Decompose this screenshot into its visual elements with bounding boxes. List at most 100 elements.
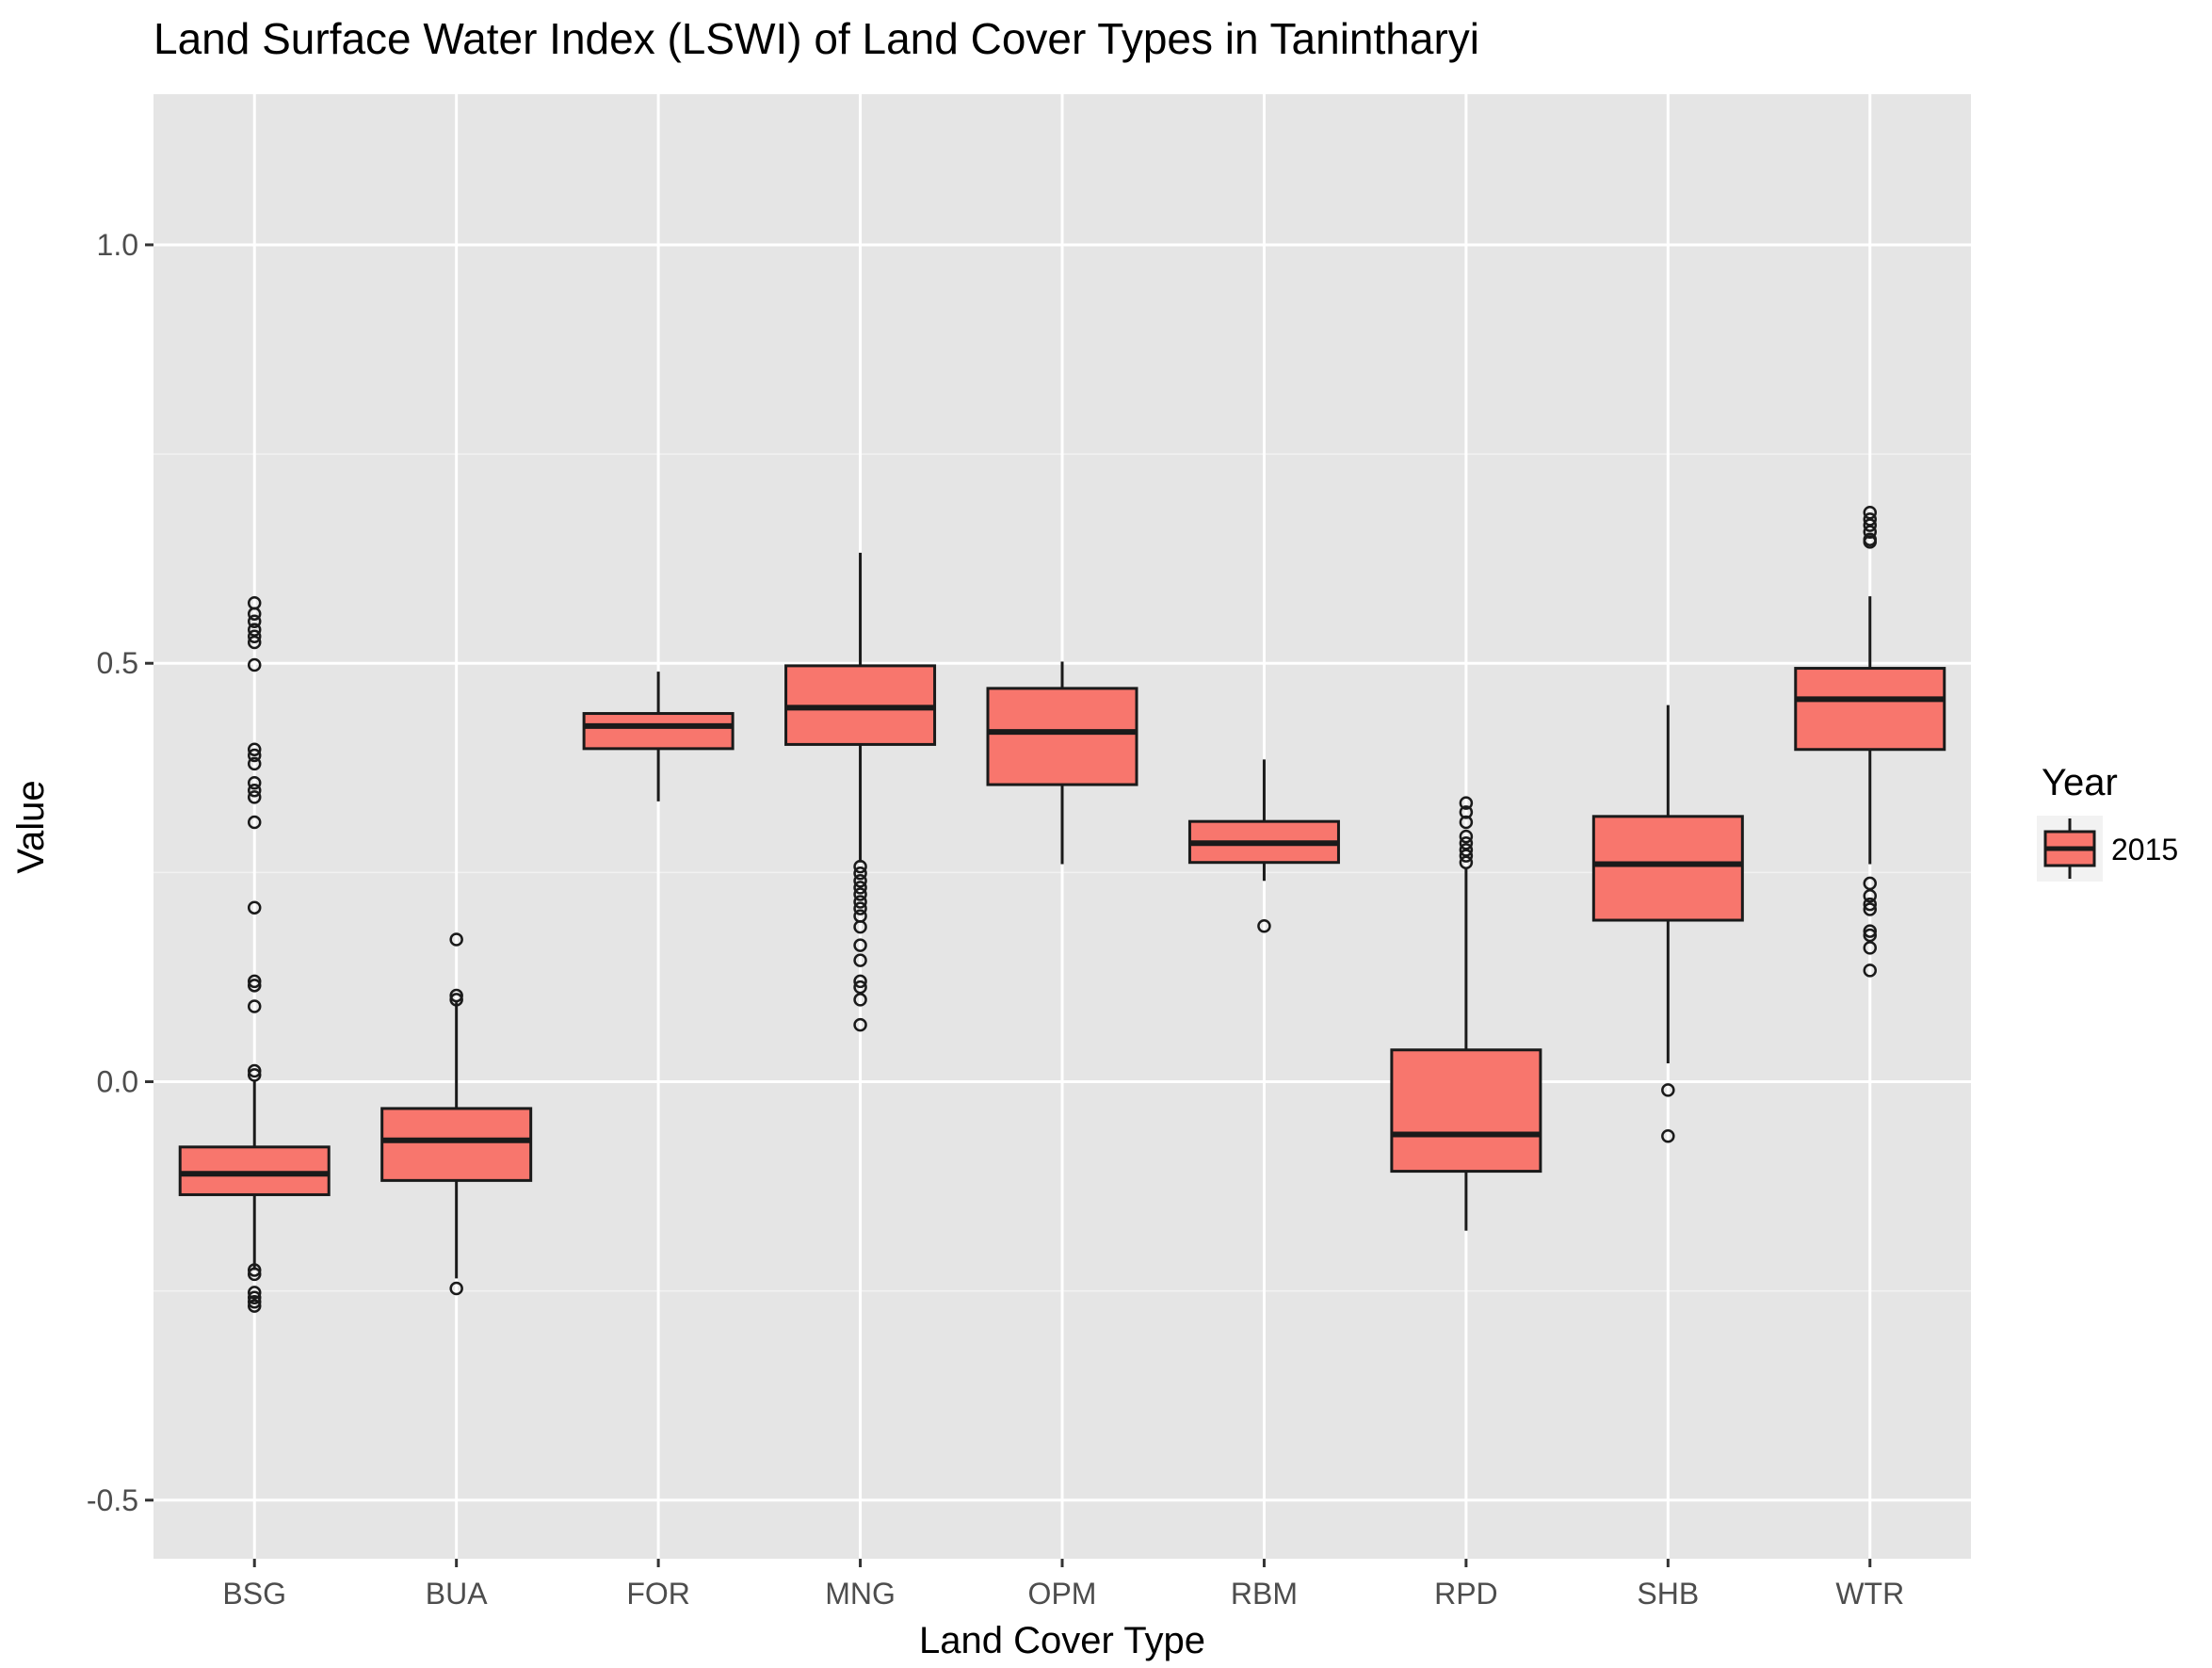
outlier-point (247, 974, 262, 989)
outlier-point (247, 1063, 262, 1078)
outlier-point (1863, 897, 1878, 912)
outlier-point (1863, 525, 1878, 539)
outlier-point (247, 629, 262, 644)
outlier-point (853, 938, 867, 952)
outlier-point (449, 1281, 463, 1296)
outlier-point (853, 881, 867, 895)
legend-title: Year (2042, 762, 2118, 803)
outlier-point (1863, 506, 1878, 520)
outlier-point (449, 932, 463, 947)
box-iqr (986, 687, 1138, 786)
box-rpd (1390, 796, 1542, 1231)
y-axis-title: Value (10, 780, 52, 873)
outlier-point (247, 1294, 262, 1309)
x-tick-label: RBM (1231, 1577, 1298, 1611)
box-iqr (1591, 815, 1744, 922)
outlier-point (853, 874, 867, 888)
outlier-point (853, 953, 867, 967)
outlier-point (247, 756, 262, 771)
outlier-point (247, 776, 262, 790)
x-axis-title: Land Cover Type (919, 1620, 1205, 1661)
outlier-point (247, 979, 262, 993)
outlier-point (853, 859, 867, 874)
outlier-point (247, 748, 262, 763)
outlier-point (1863, 889, 1878, 903)
legend: Year 2015 (2037, 762, 2178, 882)
outlier-point (1459, 805, 1474, 819)
outlier-point (1459, 849, 1474, 863)
box-iqr (582, 712, 735, 751)
x-tick-label: RPD (1434, 1577, 1498, 1611)
outlier-point (1459, 836, 1474, 850)
outlier-point (1459, 829, 1474, 844)
outlier-point (1863, 964, 1878, 978)
outlier-point (1863, 928, 1878, 943)
box-opm (986, 661, 1138, 865)
x-tick-label: WTR (1835, 1577, 1904, 1611)
outlier-point (853, 993, 867, 1007)
x-tick-label: OPM (1028, 1577, 1097, 1611)
x-tick-label: BUA (426, 1577, 488, 1611)
box-bua (380, 932, 533, 1296)
outlier-point (1863, 941, 1878, 955)
outlier-point (247, 784, 262, 798)
box-shb (1591, 704, 1744, 1143)
outlier-point (853, 980, 867, 995)
box-iqr (178, 1145, 331, 1196)
x-tick-label: FOR (626, 1577, 690, 1611)
x-tick-label: MNG (825, 1577, 896, 1611)
box-for (582, 672, 735, 802)
y-axis: -0.5 0.0 0.5 1.0 (87, 228, 153, 1517)
y-tick-label: 0.5 (97, 646, 138, 680)
outlier-point (247, 1299, 262, 1313)
outlier-point (853, 919, 867, 934)
outlier-point (449, 988, 463, 1003)
outlier-point (853, 895, 867, 909)
outlier-point (247, 623, 262, 637)
outlier-point (853, 974, 867, 989)
box-mng (784, 552, 937, 1032)
outlier-point (1863, 535, 1878, 549)
outlier-point (247, 657, 262, 672)
outlier-point (247, 790, 262, 804)
outlier-point (1863, 902, 1878, 916)
outlier-point (247, 1263, 262, 1277)
x-axis: BSG BUA FOR MNG OPM RBM RPD SHB WTR (222, 1559, 1904, 1611)
outlier-point (1863, 876, 1878, 891)
outlier-point (1459, 815, 1474, 830)
outlier-point (1459, 796, 1474, 810)
outlier-point (247, 614, 262, 629)
y-tick-label: -0.5 (87, 1483, 138, 1517)
box-iqr (380, 1107, 533, 1182)
outlier-point (853, 866, 867, 881)
outlier-point (247, 999, 262, 1013)
outlier-point (247, 1290, 262, 1305)
outlier-point (247, 1286, 262, 1300)
outlier-point (247, 742, 262, 757)
outlier-point (247, 1068, 262, 1082)
x-tick-label: BSG (222, 1577, 286, 1611)
box-bsg (178, 596, 331, 1313)
outlier-point (1459, 843, 1474, 857)
outlier-point (1257, 918, 1271, 933)
outlier-point (1661, 1129, 1675, 1143)
outlier-point (247, 635, 262, 650)
outlier-point (247, 607, 262, 622)
box-wtr (1794, 506, 1946, 978)
outlier-point (1863, 518, 1878, 532)
box-iqr (1390, 1048, 1542, 1174)
outlier-point (247, 815, 262, 830)
outlier-point (1459, 855, 1474, 869)
outlier-point (247, 900, 262, 915)
box-iqr (1794, 667, 1946, 752)
outlier-point (1661, 1083, 1675, 1097)
outlier-point (853, 901, 867, 915)
outlier-point (853, 887, 867, 901)
legend-entry-2015: 2015 (2111, 833, 2178, 866)
outlier-point (853, 1017, 867, 1032)
y-tick-label: 0.0 (97, 1065, 138, 1099)
boxes (178, 506, 1946, 1313)
box-rbm (1187, 759, 1340, 933)
outlier-point (449, 993, 463, 1007)
